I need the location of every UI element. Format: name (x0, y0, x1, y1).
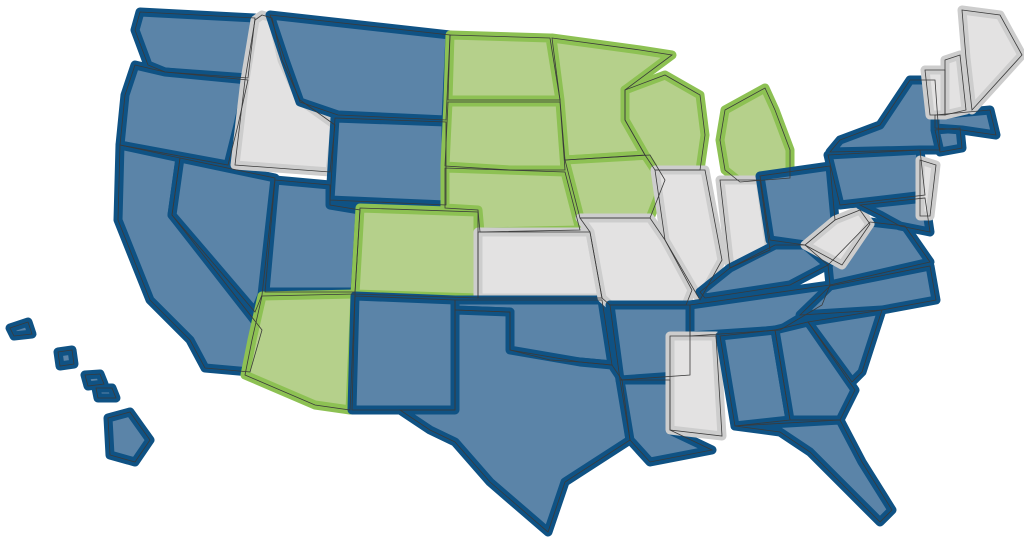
state-border-ga (774, 321, 856, 421)
state-shape (665, 331, 727, 441)
state-border-ia (564, 154, 666, 219)
state-nd[interactable] (443, 30, 565, 105)
state-shape (53, 345, 79, 371)
state-co[interactable] (350, 203, 483, 303)
state-border-il (654, 169, 723, 301)
state-shape (240, 289, 360, 415)
state-shape (957, 5, 1024, 115)
state-border-pa (827, 149, 926, 206)
state-mi[interactable] (715, 83, 795, 187)
state-border-ma (934, 109, 997, 136)
state-border-nh (944, 54, 967, 116)
state-hi[interactable] (5, 317, 155, 467)
state-border-az (244, 293, 356, 411)
state-border-nc (798, 265, 937, 316)
state-shape (347, 291, 460, 415)
state-border-in (719, 179, 771, 269)
state-border-nv (171, 157, 276, 313)
state-shape (103, 407, 155, 467)
state-wy[interactable] (325, 113, 451, 210)
state-border-sc (807, 309, 883, 383)
state-shape (325, 113, 451, 210)
state-border-ar (609, 304, 691, 381)
state-border-ct (934, 127, 963, 153)
state-border-ms (669, 335, 723, 437)
state-border-wy (329, 117, 447, 206)
state-shape (715, 83, 795, 187)
state-me[interactable] (957, 5, 1024, 115)
state-border-me (961, 9, 1023, 111)
state-border-hi (84, 373, 105, 387)
state-shape (440, 97, 570, 175)
state-az[interactable] (240, 289, 360, 415)
state-border-hi (9, 321, 33, 337)
state-border-wv (804, 209, 871, 266)
state-border-fl (734, 419, 893, 523)
state-ks[interactable] (473, 227, 607, 303)
state-nm[interactable] (347, 291, 460, 415)
state-shape (473, 227, 607, 303)
state-border-va (827, 221, 931, 286)
state-border-tx (398, 309, 631, 533)
state-sd[interactable] (440, 97, 570, 175)
state-border-id (234, 14, 336, 173)
state-ms[interactable] (665, 331, 727, 441)
state-border-hi (107, 411, 151, 463)
state-border-or (119, 64, 249, 166)
state-mt[interactable] (265, 10, 455, 125)
state-border-hi (95, 387, 117, 399)
state-fl[interactable] (730, 415, 897, 527)
state-border-md (858, 197, 931, 233)
state-border-mi (719, 87, 791, 183)
state-shape (443, 30, 565, 105)
state-shape (350, 203, 483, 303)
state-border-ky (699, 244, 829, 299)
state-shape (730, 415, 897, 527)
state-border-sd (444, 101, 566, 171)
state-border-hi (57, 349, 75, 367)
state-border-nj (919, 159, 937, 217)
state-shape (265, 10, 455, 125)
